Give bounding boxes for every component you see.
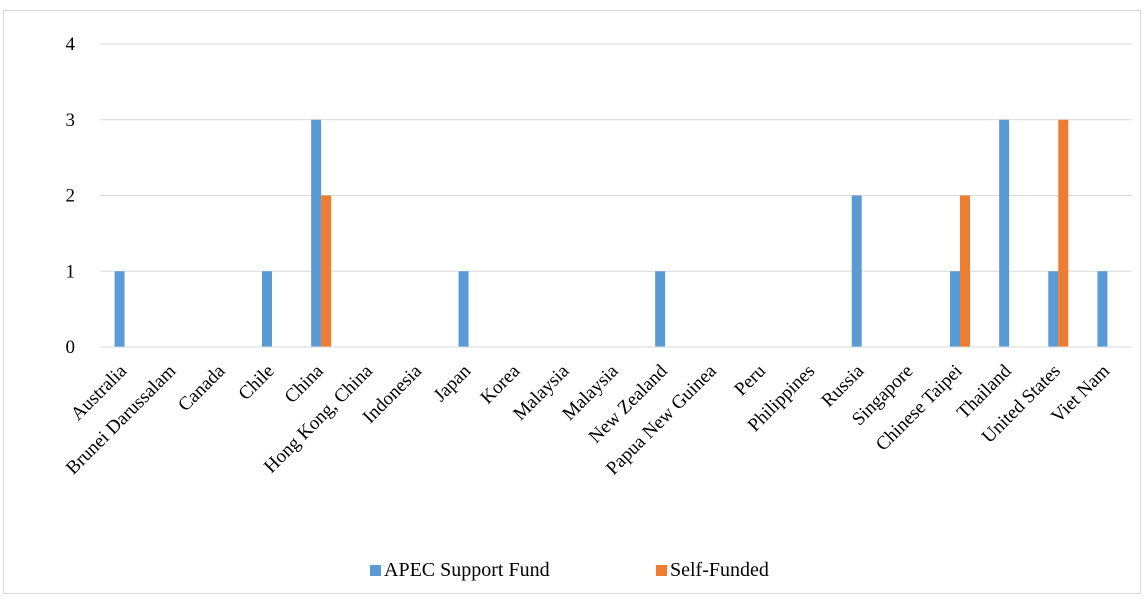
bar-apec-support-fund: [999, 119, 1010, 347]
bar-apec-support-fund: [262, 271, 272, 347]
x-category-label: Chile: [235, 361, 279, 405]
y-tick-label: 1: [66, 261, 76, 282]
bar-apec-support-fund: [458, 271, 469, 347]
x-category-label: Canada: [174, 360, 230, 416]
bars: [114, 119, 1108, 347]
y-axis-ticks: 0 1 2 3 4: [66, 34, 76, 358]
legend-swatch: [656, 565, 667, 576]
x-category-label: Japan: [430, 360, 476, 406]
bar-self-funded: [321, 195, 332, 347]
legend-label: Self-Funded: [670, 559, 769, 581]
y-tick-label: 3: [66, 110, 76, 131]
legend-label: APEC Support Fund: [384, 559, 550, 581]
legend-swatch: [370, 565, 381, 576]
legend: APEC Support Fund Self-Funded: [370, 559, 769, 581]
gridlines: [100, 43, 1132, 272]
bar-apec-support-fund: [851, 195, 862, 347]
bar-apec-support-fund: [1048, 271, 1059, 347]
bar-self-funded: [1058, 119, 1069, 347]
bar-apec-support-fund: [311, 119, 322, 347]
y-tick-label: 0: [66, 337, 76, 358]
bar-apec-support-fund: [950, 271, 960, 347]
y-tick-label: 2: [66, 186, 76, 207]
bar-apec-support-fund: [114, 271, 125, 347]
y-tick-label: 4: [66, 34, 76, 55]
x-category-label: Peru: [730, 360, 770, 400]
bar-self-funded: [960, 195, 970, 347]
bar-apec-support-fund: [655, 271, 666, 347]
bar-apec-support-fund: [1097, 271, 1108, 347]
